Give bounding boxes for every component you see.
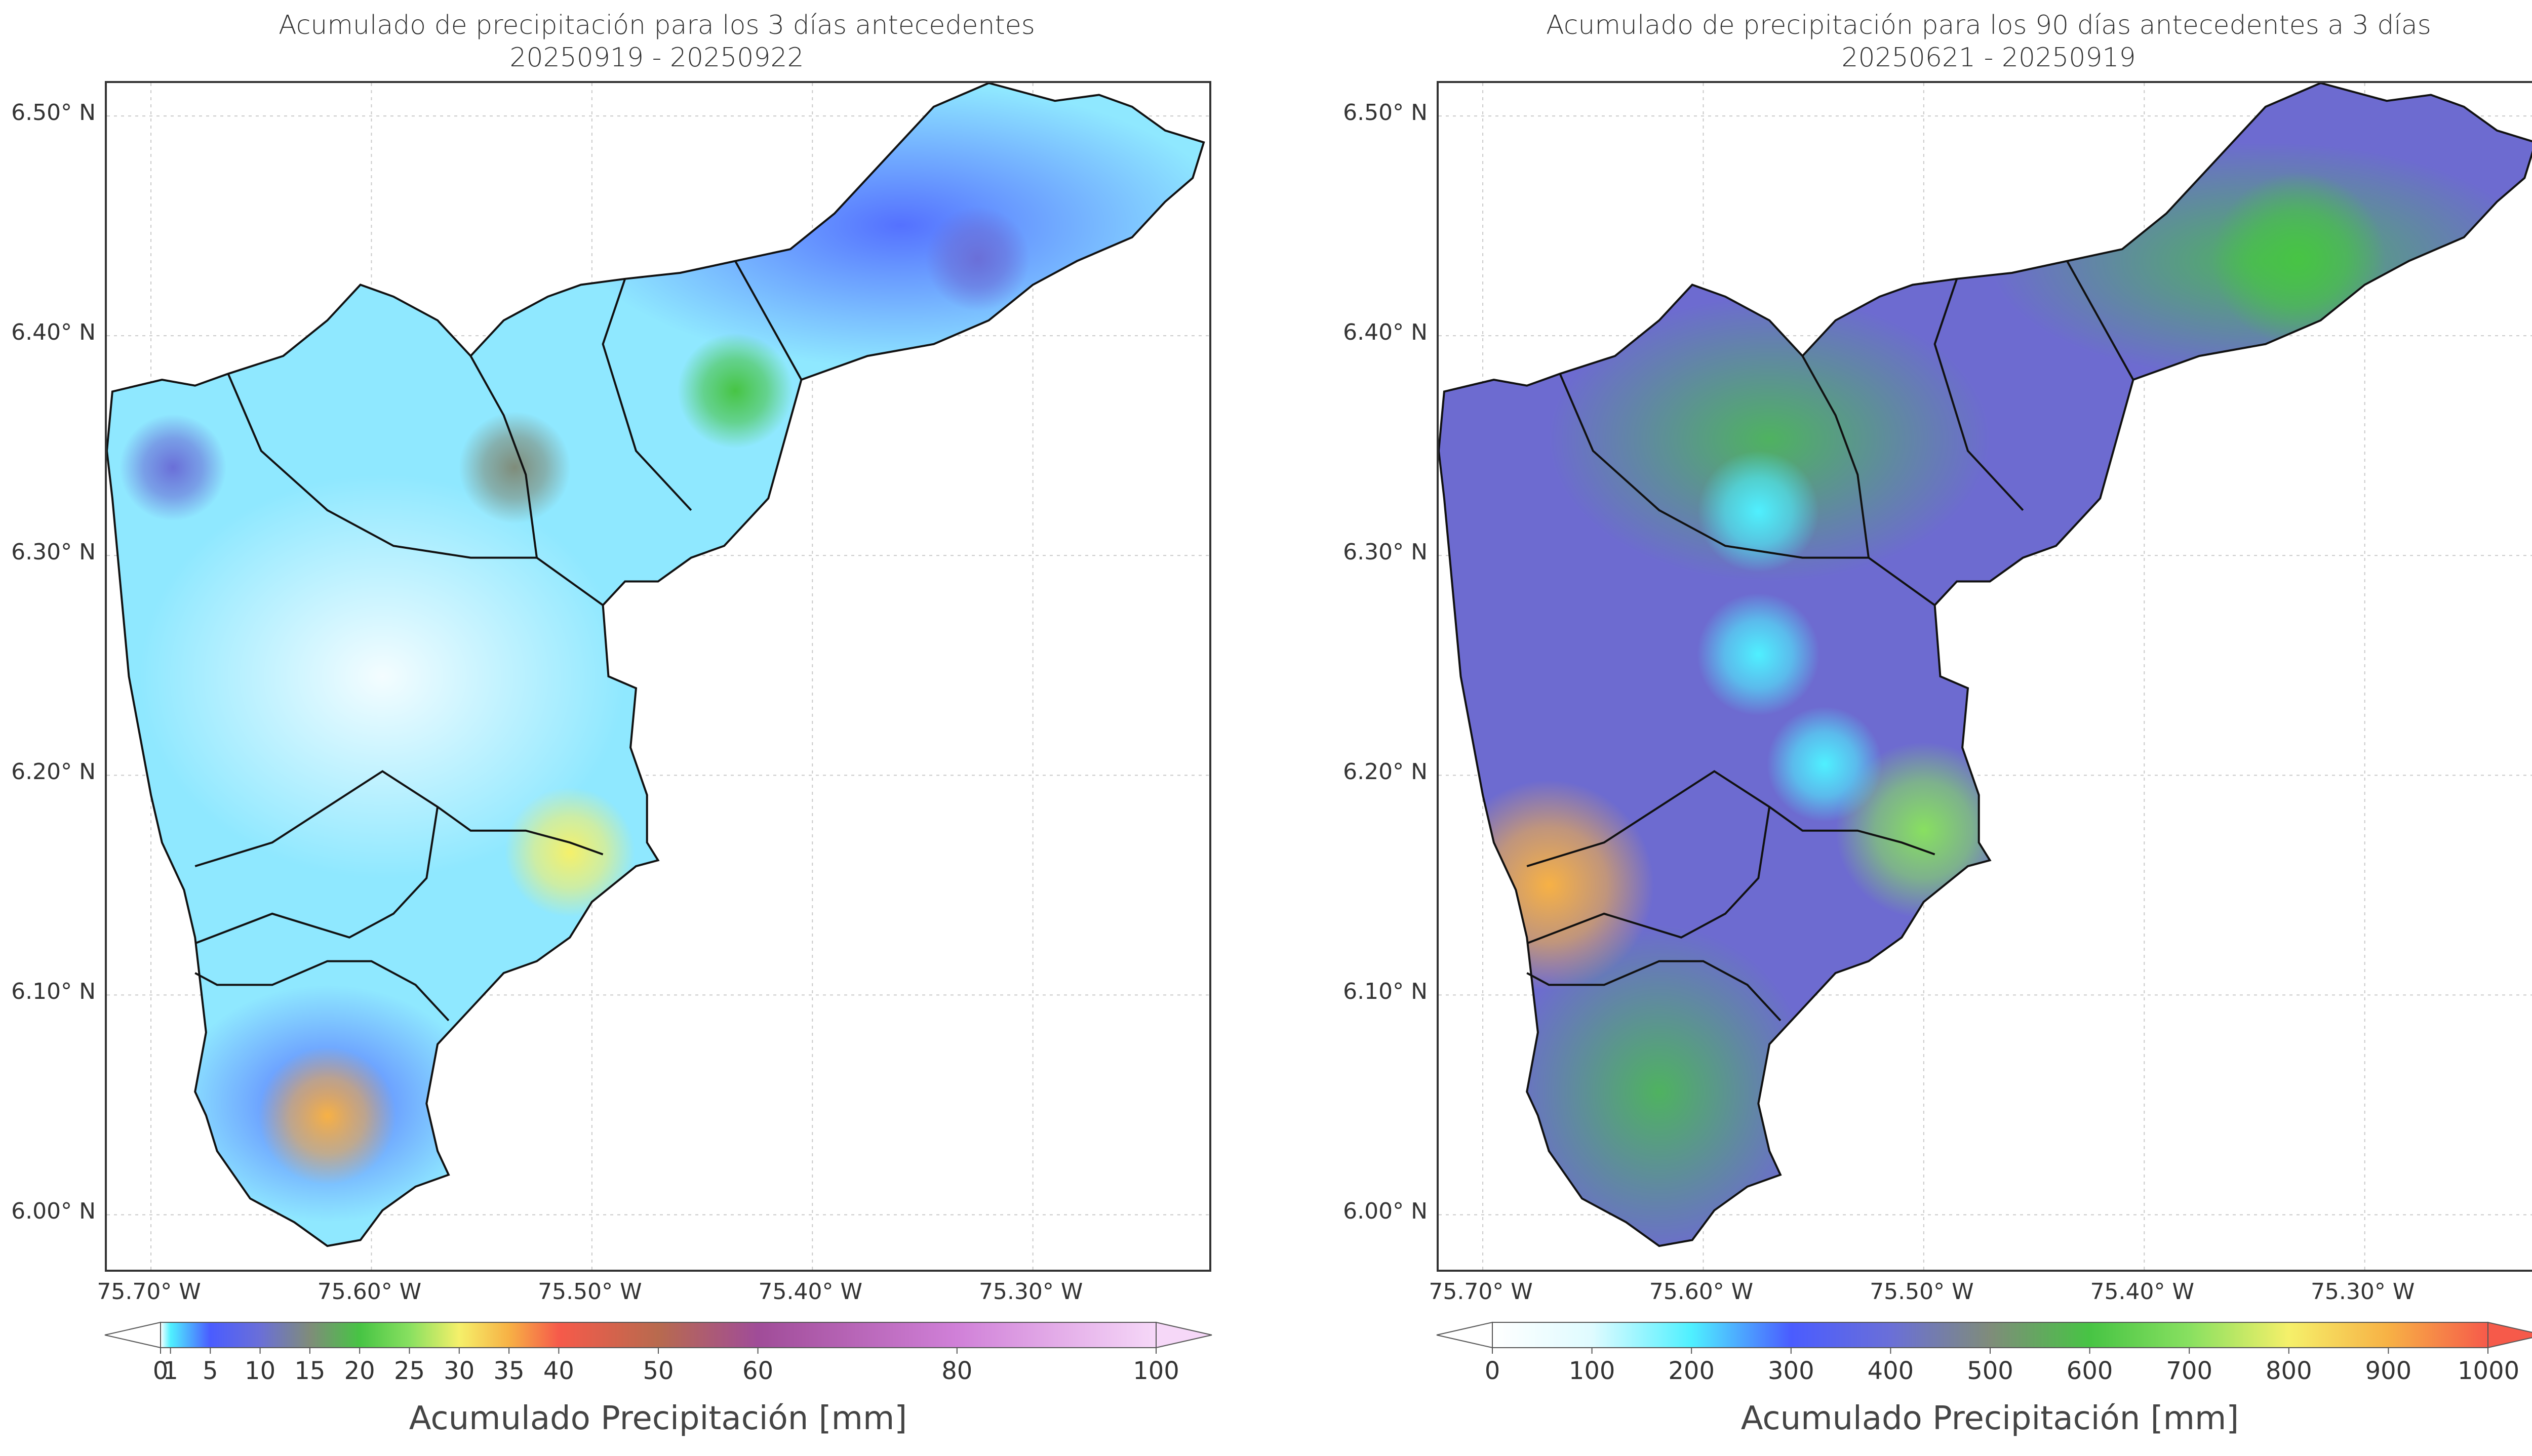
x-tick-label: 75.60° W xyxy=(1649,1279,1754,1305)
colorbar-tick-label: 0 xyxy=(1484,1357,1500,1385)
right-colorbar xyxy=(1436,1321,2532,1354)
precip-field xyxy=(1439,83,2532,1246)
colorbar-tick-label: 400 xyxy=(1867,1357,1914,1385)
x-tick-label: 75.50° W xyxy=(1870,1279,1974,1305)
y-tick-label: 6.30° N xyxy=(11,539,96,565)
colorbar-gradient xyxy=(1492,1322,2488,1348)
x-tick-label: 75.60° W xyxy=(317,1279,422,1305)
colorbar-tick-label: 5 xyxy=(203,1357,218,1385)
left-title-line2: 20250919 - 20250922 xyxy=(509,43,804,73)
left-title-line1: Acumulado de precipitación para los 3 dí… xyxy=(279,10,1035,41)
precip-hotspot xyxy=(1766,706,1882,822)
subbasin-boundary xyxy=(194,960,450,1022)
x-tick-label: 75.30° W xyxy=(2310,1279,2415,1305)
right-map-svg xyxy=(1439,83,2532,1270)
subbasin-boundary xyxy=(194,806,439,945)
low-precip-area xyxy=(140,474,625,878)
colorbar-tick-label: 15 xyxy=(294,1357,326,1385)
basin-outline xyxy=(107,83,1205,1247)
colorbar-tick-label: 900 xyxy=(2365,1357,2412,1385)
x-tick-label: 75.50° W xyxy=(538,1279,642,1305)
y-tick-label: 6.10° N xyxy=(11,979,96,1005)
left-map-svg xyxy=(107,83,1209,1270)
precip-hotspot xyxy=(925,207,1031,311)
right-title-line1: Acumulado de precipitación para los 90 d… xyxy=(1546,10,2431,41)
left-map-axes xyxy=(105,81,1211,1272)
basin-outline xyxy=(1439,83,2532,1247)
y-tick-label: 6.20° N xyxy=(1343,759,1428,785)
colorbar-gradient xyxy=(161,1322,1156,1348)
colorbar-max-arrow xyxy=(1156,1321,1212,1349)
subbasin-boundary xyxy=(2066,260,2134,380)
right-colorbar-label: Acumulado Precipitación [mm] xyxy=(1740,1400,2239,1437)
subbasin-boundary xyxy=(1526,806,1771,945)
colorbar-tick-label: 200 xyxy=(1668,1357,1715,1385)
colorbar-min-arrow xyxy=(1436,1321,1493,1349)
left-colorbar xyxy=(104,1321,1212,1354)
y-tick-label: 6.40° N xyxy=(11,319,96,346)
moderate-precip-area xyxy=(570,83,1204,368)
subbasin-boundary xyxy=(602,278,692,511)
colorbar-tick-label: 30 xyxy=(444,1357,475,1385)
y-tick-label: 6.30° N xyxy=(1343,539,1428,565)
colorbar-tick-label: 50 xyxy=(643,1357,674,1385)
right-chart-title: Acumulado de precipitación para los 90 d… xyxy=(1437,9,2532,74)
y-tick-label: 6.50° N xyxy=(1343,100,1428,126)
colorbar-min-arrow xyxy=(104,1321,161,1349)
left-chart-title: Acumulado de precipitación para los 3 dí… xyxy=(105,9,1209,74)
colorbar-tick-label: 600 xyxy=(2066,1357,2113,1385)
y-tick-label: 6.40° N xyxy=(1343,319,1428,346)
precip-hotspot xyxy=(504,787,635,917)
precip-field xyxy=(107,83,1204,1246)
subbasin-boundary xyxy=(1526,770,1935,867)
colorbar-tick-label: 40 xyxy=(543,1357,574,1385)
colorbar-tick-label: 300 xyxy=(1767,1357,1814,1385)
precip-hotspot xyxy=(258,1047,396,1185)
y-tick-label: 6.00° N xyxy=(1343,1198,1428,1225)
precip-hotspot xyxy=(459,412,571,524)
colorbar-tick-label: 25 xyxy=(393,1357,425,1385)
x-tick-label: 75.70° W xyxy=(97,1279,201,1305)
x-tick-label: 75.40° W xyxy=(758,1279,862,1305)
colorbar-tick-label: 100 xyxy=(1133,1357,1179,1385)
subbasin-boundary xyxy=(734,260,803,380)
y-tick-label: 6.20° N xyxy=(11,759,96,785)
colorbar-tick-label: 800 xyxy=(2265,1357,2312,1385)
y-tick-label: 6.10° N xyxy=(1343,979,1428,1005)
precip-hotspot xyxy=(1697,593,1820,716)
x-tick-label: 75.30° W xyxy=(978,1279,1083,1305)
colorbar-tick-label: 80 xyxy=(941,1357,973,1385)
precip-hotspot xyxy=(677,333,793,449)
y-tick-label: 6.50° N xyxy=(11,100,96,126)
colorbar-max-arrow xyxy=(2487,1321,2532,1349)
colorbar-tick-label: 35 xyxy=(493,1357,525,1385)
right-map-axes xyxy=(1437,81,2532,1272)
precip-hotspot xyxy=(120,414,227,521)
subbasin-boundary xyxy=(1526,960,1782,1022)
subbasin-boundary xyxy=(469,355,538,558)
colorbar-tick-label: 700 xyxy=(2166,1357,2212,1385)
right-title-line2: 20250621 - 20250919 xyxy=(1841,43,2136,73)
x-tick-label: 75.70° W xyxy=(1429,1279,1533,1305)
y-tick-label: 6.00° N xyxy=(11,1198,96,1225)
moderate-precip-area xyxy=(1505,925,1814,1246)
colorbar-tick-label: 10 xyxy=(245,1357,276,1385)
colorbar-tick-label: 60 xyxy=(742,1357,774,1385)
colorbar-tick-label: 20 xyxy=(344,1357,375,1385)
precip-hotspot xyxy=(1444,780,1654,990)
left-colorbar-label: Acumulado Precipitación [mm] xyxy=(409,1400,907,1437)
x-tick-label: 75.40° W xyxy=(2090,1279,2194,1305)
colorbar-tick-label: 100 xyxy=(1568,1357,1615,1385)
subbasin-boundary xyxy=(1801,355,1870,558)
precip-hotspot xyxy=(1697,451,1819,573)
colorbar-tick-label: 500 xyxy=(1967,1357,2013,1385)
colorbar-tick-label: 0 xyxy=(152,1357,169,1385)
precip-hotspot xyxy=(2211,172,2386,346)
subbasin-boundary xyxy=(1933,278,2024,511)
colorbar-tick-label: 1 xyxy=(163,1357,178,1385)
colorbar-tick-label: 1000 xyxy=(2458,1357,2520,1385)
